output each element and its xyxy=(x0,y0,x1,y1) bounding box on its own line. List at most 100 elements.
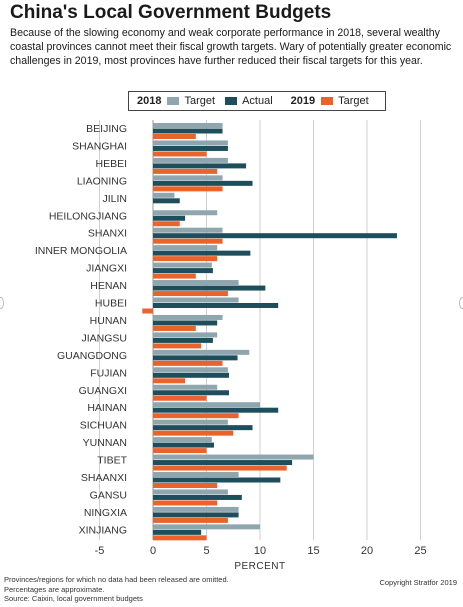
category-label: BEIJING xyxy=(86,123,127,135)
legend-swatch-actual-2018 xyxy=(225,97,238,105)
bar-target-2019 xyxy=(153,343,202,349)
bar-target-2019 xyxy=(153,430,234,436)
legend-swatch-target-2018 xyxy=(167,97,180,105)
chart-title: China's Local Government Budgets xyxy=(10,2,332,23)
bar-target-2019 xyxy=(153,221,180,227)
category-label: JIANGSU xyxy=(81,332,127,344)
bar-target-2019 xyxy=(153,168,218,174)
bar-actual-2018 xyxy=(153,494,242,500)
bar-target-2019 xyxy=(153,500,218,506)
legend-label-target-2019: Target xyxy=(338,95,369,107)
bar-target-2018 xyxy=(153,419,228,425)
bar-actual-2018 xyxy=(153,425,253,431)
bar-actual-2018 xyxy=(153,180,253,186)
legend-label-actual-2018: Actual xyxy=(242,95,273,107)
bar-target-2019 xyxy=(153,291,228,297)
bar-target-2019 xyxy=(153,238,223,244)
bar-target-2018 xyxy=(153,314,223,320)
bar-actual-2018 xyxy=(153,215,186,221)
legend: 2018 Target Actual 2019 Target xyxy=(128,91,386,111)
x-tick-label: 10 xyxy=(254,545,266,557)
bar-target-2019 xyxy=(153,395,207,401)
bar-target-2018 xyxy=(153,489,228,495)
bar-target-2018 xyxy=(153,524,260,530)
bar-actual-2018 xyxy=(153,250,251,256)
legend-year-2018: 2018 xyxy=(137,95,162,107)
legend-swatch-target-2019 xyxy=(321,97,334,105)
category-label: SHANXI xyxy=(88,228,127,240)
x-axis-label: PERCENT xyxy=(234,561,285,572)
category-label: TIBET xyxy=(97,455,127,467)
bar-target-2018 xyxy=(153,454,314,460)
category-label: JIANGXI xyxy=(86,263,127,275)
bar-target-2018 xyxy=(153,280,239,286)
bar-actual-2018 xyxy=(153,233,397,239)
category-label: SHAANXI xyxy=(81,472,127,484)
category-label: INNER MONGOLIA xyxy=(35,245,127,257)
bar-actual-2018 xyxy=(153,285,266,291)
category-label: NINGXIA xyxy=(84,507,127,519)
category-label: LIAONING xyxy=(77,175,127,187)
bar-target-2018 xyxy=(153,157,228,163)
legend-label-target-2018: Target xyxy=(184,95,216,107)
bar-target-2019 xyxy=(153,151,207,157)
bar-target-2018 xyxy=(153,437,212,443)
bar-actual-2018 xyxy=(153,145,228,151)
chart-subtitle: Because of the slowing economy and weak … xyxy=(10,27,452,67)
bar-target-2018 xyxy=(153,245,218,251)
category-label: GUANGXI xyxy=(79,385,127,397)
bar-target-2018 xyxy=(153,140,228,146)
bar-target-2018 xyxy=(153,297,239,303)
bar-target-2018 xyxy=(153,262,212,268)
bar-target-2018 xyxy=(153,192,175,198)
bar-target-2018 xyxy=(153,227,223,233)
bar-target-2018 xyxy=(153,384,218,390)
category-label: GANSU xyxy=(90,489,127,501)
x-tick-label: 20 xyxy=(361,545,373,557)
category-label: FUJIAN xyxy=(90,367,127,379)
x-tick-label: 15 xyxy=(307,545,319,557)
category-label: SHANGHAI xyxy=(72,140,127,152)
bar-target-2018 xyxy=(153,402,260,408)
footnote-text: Provinces/regions for which no data had … xyxy=(4,575,229,594)
x-tick-label: 5 xyxy=(203,545,209,557)
bar-target-2018 xyxy=(153,332,218,338)
bar-actual-2018 xyxy=(153,355,238,361)
bar-target-2018 xyxy=(153,123,223,128)
category-label: HEILONGJIANG xyxy=(49,210,127,222)
x-tick-label: 0 xyxy=(150,545,156,557)
bar-actual-2018 xyxy=(153,128,223,134)
category-label: HUNAN xyxy=(90,315,127,327)
bar-target-2019 xyxy=(153,448,207,454)
category-label: YUNNAN xyxy=(83,437,127,449)
bar-actual-2018 xyxy=(153,268,213,274)
bar-target-2018 xyxy=(153,349,250,355)
bar-target-2018 xyxy=(153,210,218,216)
bar-actual-2018 xyxy=(153,372,229,378)
bar-target-2019 xyxy=(153,325,196,331)
bar-target-2019 xyxy=(153,134,196,139)
bar-target-2018 xyxy=(153,367,228,373)
bar-target-2019 xyxy=(153,465,287,471)
bar-target-2019 xyxy=(153,378,186,384)
bar-actual-2018 xyxy=(153,390,229,396)
bar-target-2019 xyxy=(142,308,153,314)
x-tick-label: -5 xyxy=(95,545,105,557)
x-tick-label: 25 xyxy=(414,545,426,557)
bar-target-2019 xyxy=(153,413,239,419)
source-text: Source: Caixin, local government budgets xyxy=(4,594,143,603)
bar-target-2018 xyxy=(153,506,239,512)
bar-target-2019 xyxy=(153,360,223,366)
bar-target-2019 xyxy=(153,535,207,541)
bar-actual-2018 xyxy=(153,442,214,448)
bar-target-2018 xyxy=(153,175,223,181)
bar-target-2019 xyxy=(153,483,218,488)
legend-year-2019: 2019 xyxy=(290,95,316,107)
bar-actual-2018 xyxy=(153,477,281,483)
bar-target-2019 xyxy=(153,517,228,523)
bar-actual-2018 xyxy=(153,460,293,466)
category-label: HUBEI xyxy=(95,298,127,310)
category-label: JILIN xyxy=(102,193,127,205)
bar-target-2019 xyxy=(153,186,223,192)
bar-actual-2018 xyxy=(153,320,218,326)
